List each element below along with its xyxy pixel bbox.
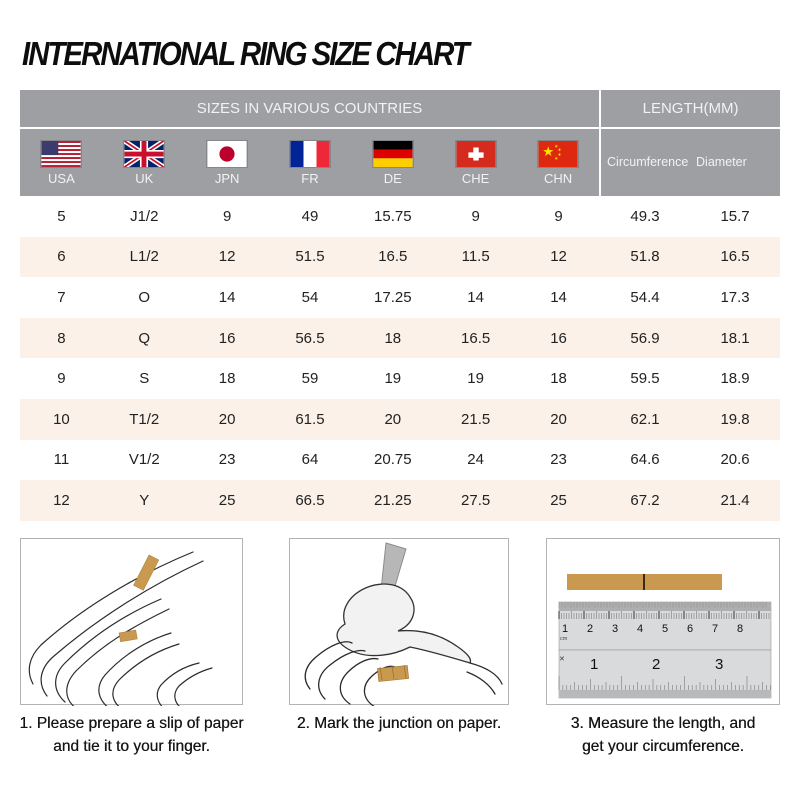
svg-text:4: 4 — [637, 623, 643, 635]
svg-text:✕: ✕ — [559, 656, 565, 663]
svg-text:3: 3 — [612, 623, 618, 635]
svg-text:5: 5 — [662, 623, 668, 635]
svg-text:7: 7 — [712, 623, 718, 635]
svg-text:6: 6 — [687, 623, 693, 635]
svg-text:2: 2 — [587, 623, 593, 635]
svg-text:3: 3 — [715, 656, 723, 673]
svg-text:8: 8 — [737, 623, 743, 635]
svg-text:1: 1 — [562, 623, 568, 635]
svg-text:2: 2 — [652, 656, 660, 673]
svg-text:cm: cm — [560, 636, 568, 642]
svg-text:1: 1 — [590, 656, 598, 673]
